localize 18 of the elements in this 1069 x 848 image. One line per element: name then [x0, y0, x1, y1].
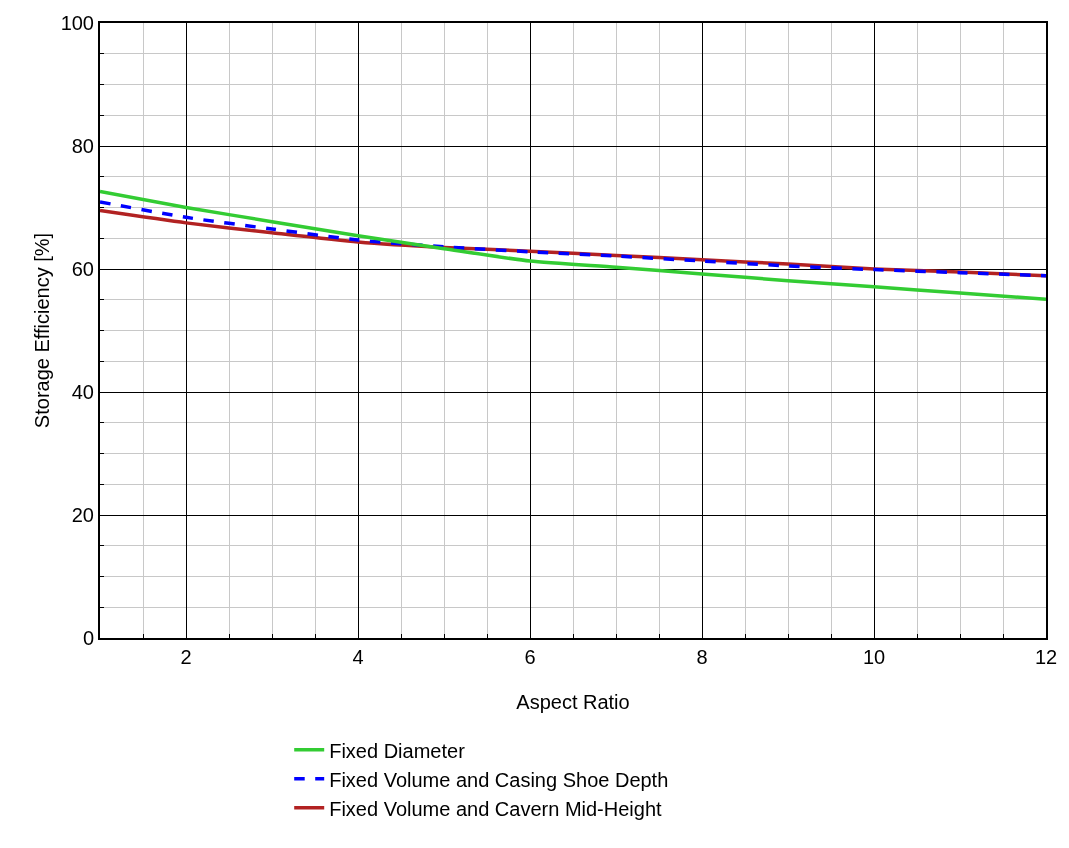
y-tick-label: 20 [71, 504, 94, 526]
x-tick-label: 4 [352, 646, 364, 668]
legend-label: Fixed Volume and Cavern Mid-Height [329, 797, 663, 820]
y-axis-title: Storage Efficiency [%] [31, 232, 53, 429]
y-tick-label: 60 [71, 258, 94, 280]
legend-label: Fixed Diameter [329, 739, 466, 762]
legend-label: Fixed Volume and Casing Shoe Depth [329, 768, 669, 791]
x-tick-label: 8 [696, 646, 708, 668]
line-series [100, 189, 1046, 301]
y-tick-label: 40 [71, 381, 94, 403]
x-tick-label: 12 [1034, 646, 1058, 668]
x-tick-label: 2 [180, 646, 192, 668]
y-tick-label: 80 [71, 135, 94, 157]
y-tick-label: 0 [82, 627, 94, 649]
y-tick-label: 100 [60, 12, 94, 34]
x-tick-label: 6 [524, 646, 536, 668]
x-tick-label: 10 [862, 646, 886, 668]
x-axis-title: Aspect Ratio [516, 691, 630, 713]
